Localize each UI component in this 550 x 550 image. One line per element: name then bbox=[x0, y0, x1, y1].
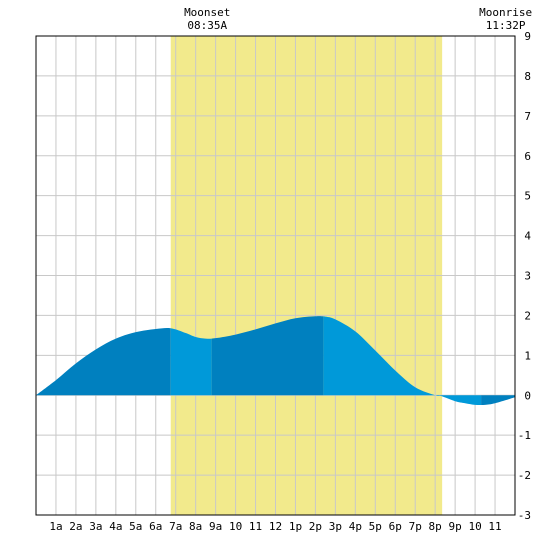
x-tick-label: 3a bbox=[89, 520, 102, 533]
x-tick-label: 5a bbox=[129, 520, 142, 533]
y-tick-label: 1 bbox=[524, 349, 531, 362]
tide-segment bbox=[170, 328, 212, 396]
x-tick-label: 9a bbox=[209, 520, 222, 533]
x-tick-label: 10 bbox=[468, 520, 481, 533]
y-tick-label: -3 bbox=[518, 509, 531, 522]
y-tick-label: 4 bbox=[524, 230, 531, 243]
moonrise-label: Moonrise bbox=[479, 6, 532, 19]
x-tick-label: 8a bbox=[189, 520, 202, 533]
x-tick-label: 7p bbox=[409, 520, 422, 533]
x-tick-label: 1p bbox=[289, 520, 302, 533]
x-tick-label: 6a bbox=[149, 520, 162, 533]
plot-border bbox=[35, 35, 516, 516]
x-tick-label: 5p bbox=[369, 520, 382, 533]
x-tick-label: 12 bbox=[269, 520, 282, 533]
x-tick-label: 1a bbox=[49, 520, 62, 533]
tide-segment bbox=[323, 316, 442, 397]
x-tick-label: 3p bbox=[329, 520, 342, 533]
y-tick-label: 7 bbox=[524, 110, 531, 123]
x-tick-label: 8p bbox=[429, 520, 442, 533]
y-tick-label: 3 bbox=[524, 270, 531, 283]
y-tick-label: 5 bbox=[524, 190, 531, 203]
x-tick-label: 4a bbox=[109, 520, 122, 533]
moonrise-time: 11:32P bbox=[486, 19, 526, 32]
x-tick-label: 11 bbox=[488, 520, 501, 533]
y-tick-label: 0 bbox=[524, 389, 531, 402]
x-tick-label: 7a bbox=[169, 520, 182, 533]
moonset-label: Moonset bbox=[184, 6, 230, 19]
x-tick-label: 2p bbox=[309, 520, 322, 533]
y-tick-label: 6 bbox=[524, 150, 531, 163]
y-tick-label: 2 bbox=[524, 309, 531, 322]
tide-area bbox=[36, 316, 515, 406]
x-tick-label: 4p bbox=[349, 520, 362, 533]
x-tick-label: 10 bbox=[229, 520, 242, 533]
tide-segment bbox=[36, 327, 171, 396]
x-tick-label: 9p bbox=[449, 520, 462, 533]
y-tick-label: 8 bbox=[524, 70, 531, 83]
x-tick-label: 11 bbox=[249, 520, 262, 533]
y-tick-label: 9 bbox=[524, 30, 531, 43]
x-axis-ticks: 1a 2a 3a 4a 5a 6a 7a 8a 9a 10 11 12 1p 2p 3p 4p 5p 6p 7p 8p… bbox=[49, 520, 501, 533]
tide-segment bbox=[211, 316, 324, 396]
x-tick-label: 2a bbox=[69, 520, 82, 533]
x-tick-label: 6p bbox=[389, 520, 402, 533]
moonset-time: 08:35A bbox=[187, 19, 227, 32]
tide-segment bbox=[481, 395, 515, 406]
y-tick-label: -2 bbox=[518, 469, 531, 482]
tide-segment bbox=[441, 395, 482, 406]
y-tick-label: -1 bbox=[518, 429, 531, 442]
y-axis-ticks: 9 8 7 6 5 4 3 2 1 0 -1 -2 -3 bbox=[518, 30, 532, 522]
